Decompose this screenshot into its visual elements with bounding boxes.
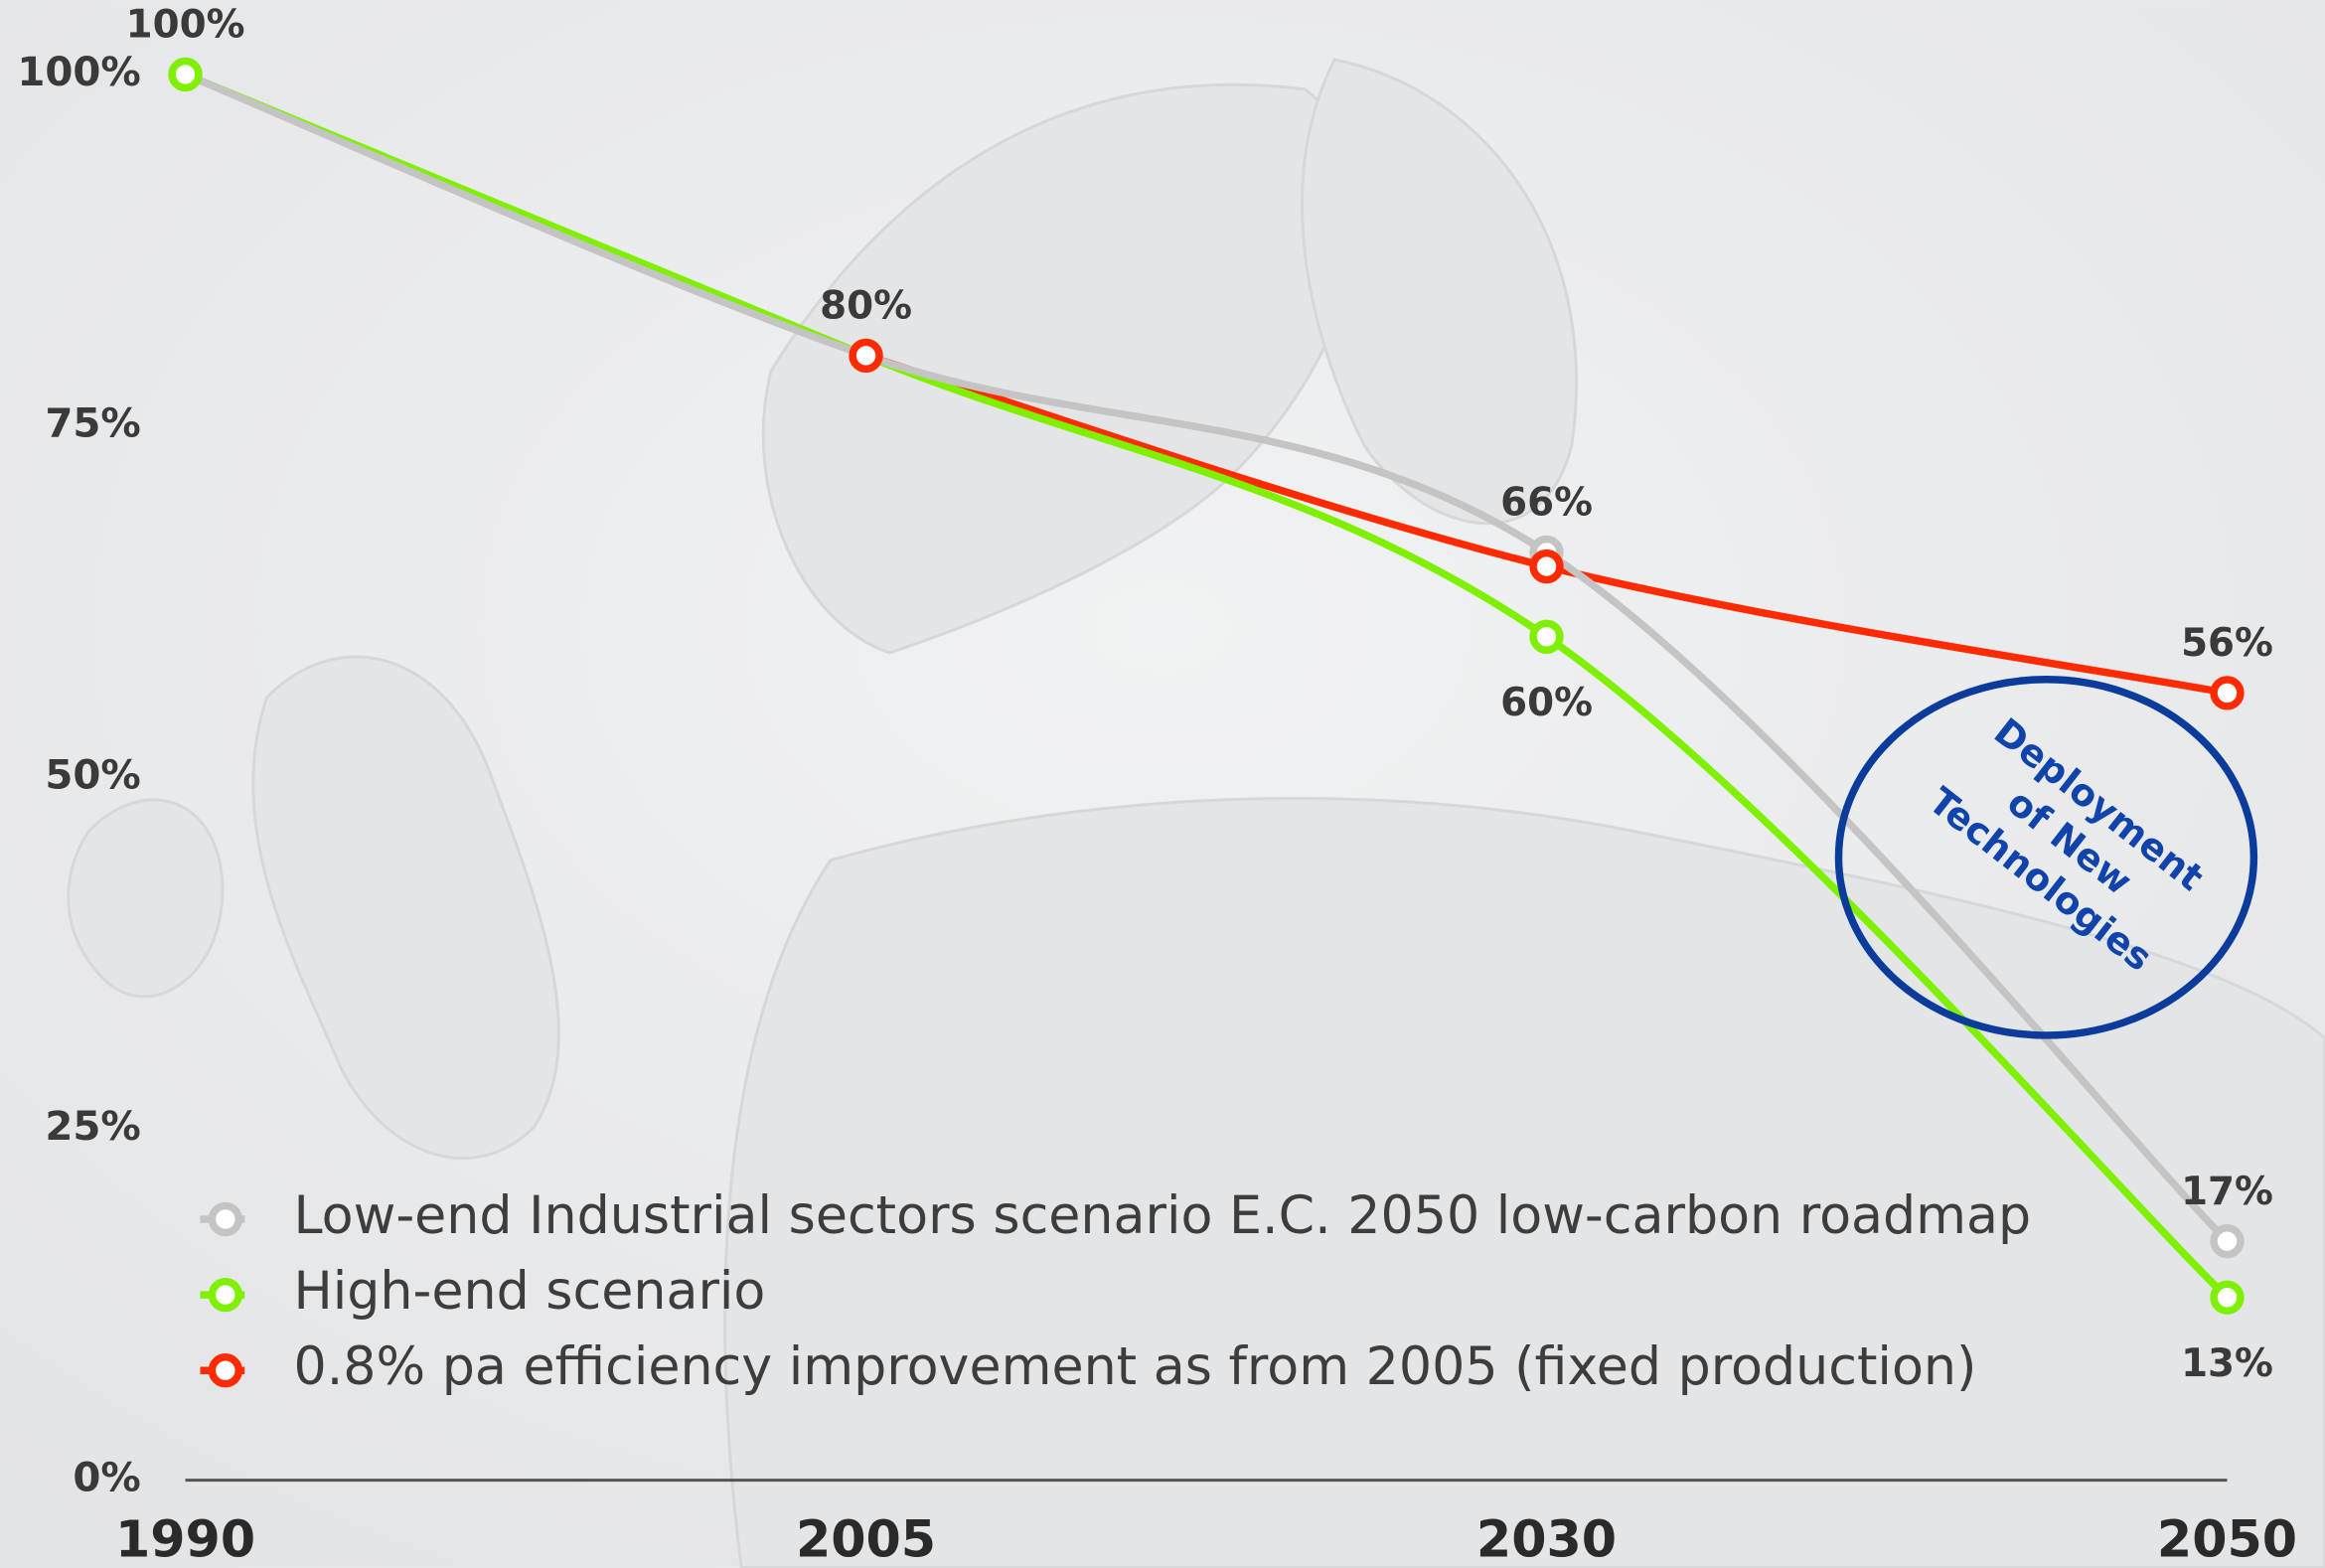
data-point (849, 338, 883, 374)
data-point (2210, 676, 2245, 710)
data-label: 66% (1500, 481, 1593, 526)
series-line (181, 71, 2232, 1245)
legend-marker (208, 1277, 242, 1313)
annotation-ellipse (1834, 676, 2258, 1039)
y-tick-label: 75% (45, 400, 140, 447)
data-label: 17% (2181, 1170, 2273, 1214)
y-tick-label: 50% (45, 751, 140, 798)
legend-marker (208, 1201, 242, 1237)
data-point (2210, 1223, 2245, 1259)
legend-label: 0.8% pa efficiency improvement as from 2… (293, 1337, 1976, 1397)
data-label: 80% (820, 284, 912, 329)
x-tick-label: 2030 (1476, 1509, 1617, 1568)
map-shapes (67, 58, 2325, 1568)
x-tick-label: 2005 (796, 1509, 936, 1568)
data-point (168, 57, 203, 92)
y-tick-label: 100% (17, 49, 140, 95)
y-tick-label: 0% (73, 1455, 140, 1501)
series-line (181, 71, 2232, 1302)
data-label: 60% (1500, 681, 1593, 725)
data-label: 100% (126, 3, 245, 48)
data-label: 13% (2181, 1341, 2273, 1386)
y-tick-label: 25% (45, 1103, 140, 1150)
x-tick-label: 1990 (115, 1509, 255, 1568)
data-point (1529, 549, 1564, 584)
legend-label: Low-end Industrial sectors scenario E.C.… (293, 1186, 2031, 1246)
data-label: 56% (2181, 621, 2273, 666)
x-tick-label: 2050 (2157, 1509, 2297, 1568)
data-point (2210, 1280, 2245, 1315)
data-point (1529, 619, 1564, 654)
legend-marker (208, 1353, 242, 1388)
legend-label: High-end scenario (293, 1262, 765, 1322)
